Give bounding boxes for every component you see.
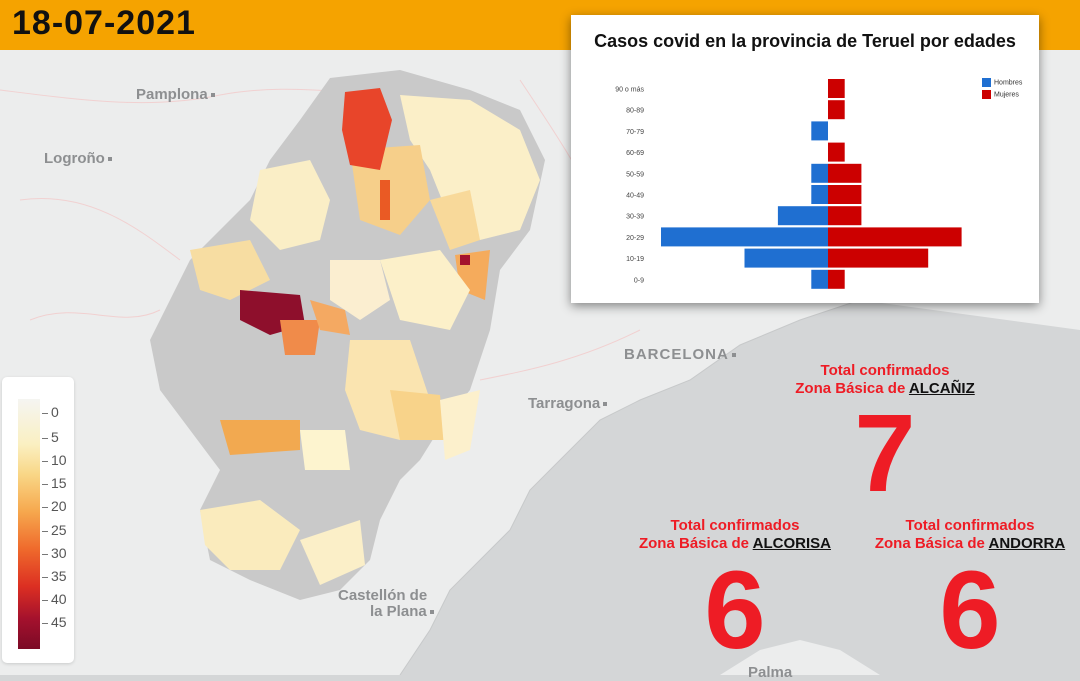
legend-swatch-hombres bbox=[982, 78, 991, 87]
bar-hombres bbox=[811, 163, 828, 183]
zone-total-number: 6 bbox=[704, 549, 766, 672]
scale-tick: 40 bbox=[42, 591, 72, 607]
age-category-label: 40-49 bbox=[626, 193, 644, 200]
color-scale-bar bbox=[18, 399, 40, 649]
legend-swatch-mujeres bbox=[982, 90, 991, 99]
zone-name: ALCAÑIZ bbox=[908, 380, 975, 397]
population-pyramid-chart: 90 o más 80-89 70-79 60-69 50-59 40-49 30-39 20… bbox=[615, 79, 962, 289]
bar-mujeres bbox=[828, 163, 862, 183]
city-label-castellon-2: la Plana bbox=[370, 603, 434, 620]
chart-legend: Hombres Mujeres bbox=[982, 78, 1022, 102]
zone-total-label: Total confirmados bbox=[670, 517, 800, 534]
scale-tick: 35 bbox=[42, 568, 72, 584]
bar-mujeres bbox=[828, 206, 862, 226]
city-name: Pamplona bbox=[136, 86, 208, 103]
scale-tick-label: 20 bbox=[51, 498, 67, 514]
chart-panel: Casos covid en la provincia de Teruel po… bbox=[571, 15, 1039, 303]
age-category-label: 20-29 bbox=[626, 235, 644, 242]
scale-tick-label: 35 bbox=[51, 568, 67, 584]
city-name: BARCELONA bbox=[624, 346, 729, 363]
age-category-label: 90 o más bbox=[615, 87, 644, 94]
scale-tick: 45 bbox=[42, 614, 72, 630]
zone-prefix: Zona Básica de bbox=[638, 535, 750, 552]
scale-tick-label: 25 bbox=[51, 522, 67, 538]
bar-mujeres bbox=[828, 100, 845, 120]
zone-total-label: Total confirmados bbox=[905, 517, 1035, 534]
legend-label-hombres: Hombres bbox=[994, 79, 1023, 87]
scale-tick-label: 0 bbox=[51, 404, 59, 420]
city-label-tarragona: Tarragona bbox=[528, 395, 608, 412]
age-category-label: 50-59 bbox=[626, 171, 644, 178]
city-label-barcelona: BARCELONA bbox=[624, 346, 736, 363]
age-category-label: 80-89 bbox=[626, 108, 644, 115]
zone-subtitle: Zona Básica de ALCAÑIZ bbox=[770, 380, 1000, 398]
scale-tick: 25 bbox=[42, 522, 72, 538]
age-category-label: 10-19 bbox=[626, 256, 644, 263]
choropleth-areas bbox=[190, 88, 540, 585]
legend-label-mujeres: Mujeres bbox=[994, 91, 1019, 99]
zone-total-number: 7 bbox=[854, 392, 916, 515]
city-name: Logroño bbox=[44, 150, 105, 167]
bar-mujeres bbox=[828, 227, 962, 247]
city-label-pamplona: Pamplona bbox=[136, 86, 215, 103]
bar-hombres bbox=[744, 248, 828, 268]
city-name: la Plana bbox=[370, 603, 427, 620]
scale-tick-label: 40 bbox=[51, 591, 67, 607]
bar-mujeres bbox=[828, 142, 845, 162]
age-category-label: 70-79 bbox=[626, 129, 644, 136]
city-label-logrono: Logroño bbox=[44, 150, 112, 167]
bar-hombres bbox=[811, 185, 828, 204]
age-category-label: 60-69 bbox=[626, 150, 644, 157]
scale-tick: 5 bbox=[42, 429, 72, 445]
legend-item-mujeres: Mujeres bbox=[982, 90, 1022, 102]
bar-hombres bbox=[777, 206, 828, 226]
zone-total-number: 6 bbox=[939, 549, 1001, 672]
city-label-castellon-1: Castellón de bbox=[338, 587, 427, 604]
bar-mujeres bbox=[828, 185, 862, 204]
zone-block-alcaniz: Total confirmados Zona Básica de ALCAÑIZ… bbox=[770, 362, 1000, 515]
scale-tick-label: 5 bbox=[51, 429, 59, 445]
zone-name: ANDORRA bbox=[988, 535, 1066, 552]
chart-title: Casos covid en la provincia de Teruel po… bbox=[594, 31, 1016, 51]
scale-tick: 20 bbox=[42, 498, 72, 514]
color-scale-legend: 0 5 10 15 20 25 30 35 40 45 bbox=[2, 377, 74, 663]
bar-hombres bbox=[661, 227, 828, 247]
scale-tick-label: 15 bbox=[51, 475, 67, 491]
scale-tick: 0 bbox=[42, 404, 72, 420]
scale-tick-label: 45 bbox=[51, 614, 67, 630]
scale-tick-label: 10 bbox=[51, 452, 67, 468]
zone-subtitle: Zona Básica de ANDORRA bbox=[855, 535, 1080, 553]
zone-name: ALCORISA bbox=[752, 535, 831, 552]
zone-block-andorra: Total confirmados Zona Básica de ANDORRA… bbox=[855, 517, 1080, 672]
scale-tick: 30 bbox=[42, 545, 72, 561]
zone-subtitle: Zona Básica de ALCORISA bbox=[620, 535, 850, 553]
scale-tick: 10 bbox=[42, 452, 72, 468]
city-name: Tarragona bbox=[528, 395, 601, 412]
zone-total-label: Total confirmados bbox=[820, 362, 950, 379]
legend-item-hombres: Hombres bbox=[982, 78, 1022, 90]
bar-hombres bbox=[811, 269, 828, 289]
age-category-label: 30-39 bbox=[626, 214, 644, 221]
bar-mujeres bbox=[828, 248, 929, 268]
bar-mujeres bbox=[828, 269, 845, 289]
bar-hombres bbox=[811, 121, 828, 141]
bar-mujeres bbox=[828, 79, 845, 98]
city-name: Castellón de bbox=[338, 587, 428, 604]
date-label: 18-07-2021 bbox=[12, 4, 196, 42]
scale-tick-label: 30 bbox=[51, 545, 67, 561]
zone-block-alcorisa: Total confirmados Zona Básica de ALCORIS… bbox=[620, 517, 850, 672]
scale-tick: 15 bbox=[42, 475, 72, 491]
zone-prefix: Zona Básica de bbox=[874, 535, 985, 552]
zone-prefix: Zona Básica de bbox=[795, 380, 906, 397]
age-category-label: 0-9 bbox=[634, 277, 644, 284]
